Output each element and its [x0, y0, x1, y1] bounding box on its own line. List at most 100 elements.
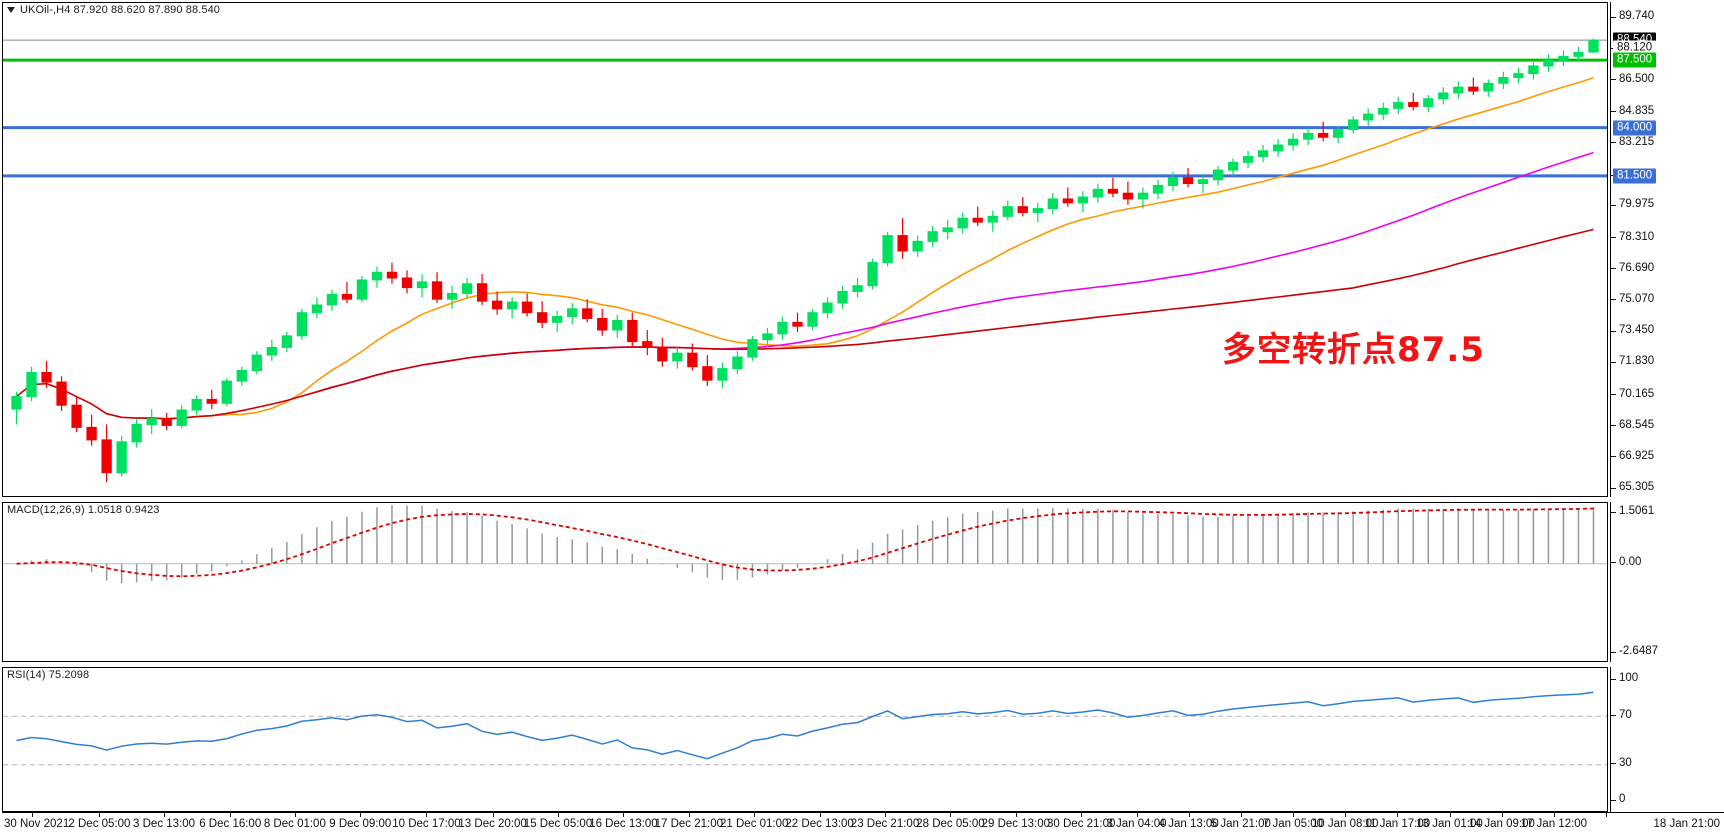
rsi-tick-label: 0 [1619, 793, 1626, 806]
price-tick-label: 65.305 [1619, 481, 1655, 494]
rsi-label: RSI(14) 75.2098 [7, 669, 90, 681]
candle-body [702, 366, 713, 381]
candle-body [1227, 161, 1239, 171]
candle-body [206, 398, 217, 404]
price-tick-label: 73.450 [1619, 324, 1655, 337]
time-axis[interactable]: 30 Nov 2021 2 Dec 05:00 3 Dec 13:00 6 Dec 1… [2, 812, 1724, 838]
price-tag-blue: 84.000 [1613, 120, 1657, 136]
candle-body [987, 215, 998, 223]
candle-body [101, 439, 112, 474]
candle-body [1002, 206, 1013, 217]
candle-body [687, 352, 698, 368]
candle-body [1092, 188, 1104, 198]
time-tick-label: 29 Dec 13:00 [981, 818, 1051, 830]
candle-body [1302, 132, 1314, 140]
candle-body [86, 426, 97, 441]
candle-body [912, 240, 923, 252]
candle-body [792, 321, 803, 327]
candle-body [942, 227, 953, 233]
macd-histogram [15, 505, 1595, 584]
price-tick-label: 79.975 [1619, 198, 1655, 211]
price-tick-label: 70.165 [1619, 387, 1655, 400]
candle-body [1588, 39, 1599, 53]
candle-body [1558, 55, 1569, 61]
candle-body [461, 283, 473, 294]
macd-signal-line [16, 507, 1594, 578]
ma-slow [16, 228, 1594, 420]
time-tick-label: 13 Jan 01:00 [1416, 818, 1483, 830]
candle-body [1513, 73, 1524, 79]
rsi-scale: 100 70 30 0 [1610, 667, 1724, 812]
candle-body [1047, 198, 1058, 210]
candle-body [1077, 196, 1088, 204]
triangle-down-icon[interactable] [7, 7, 15, 13]
candle-body [1152, 184, 1164, 194]
candle-body [567, 308, 578, 318]
time-tick-mark [950, 813, 952, 817]
candle-body [56, 381, 67, 406]
candle-body [762, 333, 773, 341]
candle-body [852, 285, 863, 292]
time-tick-mark [1606, 813, 1607, 817]
time-tick-mark [1345, 813, 1347, 817]
time-tick-mark [558, 813, 560, 817]
price-tick-label: 66.925 [1619, 450, 1655, 463]
candle-body [236, 370, 247, 382]
candle-body [672, 352, 683, 362]
time-tick-mark [360, 813, 362, 817]
chart-annotation: 多空转折点87.5 [1222, 330, 1485, 370]
time-tick-mark [1015, 813, 1017, 817]
time-tick-label: 11 Jan 17:00 [1364, 818, 1431, 830]
price-scale[interactable]: 89.740 88.120 86.500 84.835 83.215 81.500 79.9… [1610, 2, 1724, 497]
rsi-panel[interactable]: RSI(14) 75.2098 [2, 667, 1608, 812]
time-tick-label: 10 Dec 17:00 [392, 818, 461, 830]
candle-body [972, 217, 983, 223]
candle-body [296, 312, 308, 337]
rsi-tick-label: 30 [1619, 756, 1632, 769]
time-tick-label: 18 Jan 21:00 [1653, 818, 1720, 830]
time-tick-mark [1240, 813, 1242, 817]
candle-body [522, 301, 533, 314]
candle-body [552, 316, 563, 323]
candle-body [1212, 169, 1224, 181]
candle-body [1423, 98, 1434, 107]
price-tick-label: 89.740 [1619, 10, 1655, 23]
candle-body [1137, 192, 1149, 200]
candle-body [26, 371, 37, 398]
time-tick-mark [492, 813, 494, 817]
time-tick-mark [1081, 813, 1083, 817]
price-tick-label: 76.690 [1619, 261, 1655, 274]
time-tick-mark [426, 813, 428, 817]
symbol-ohlc-label: UKOil-,H4 87.920 88.620 87.890 88.540 [20, 4, 221, 16]
price-chart-panel[interactable]: UKOil-,H4 87.920 88.620 87.890 88.540 [2, 2, 1608, 497]
candle-body [1498, 77, 1509, 84]
price-tick-label: 78.310 [1619, 230, 1655, 243]
time-tick-mark [623, 813, 625, 817]
candle-body [1378, 107, 1389, 115]
rsi-tick-label: 70 [1619, 708, 1632, 721]
rsi-plot [3, 691, 1607, 766]
macd-panel[interactable]: MACD(12,26,9) 1.0518 0.9423 [2, 502, 1608, 662]
candle-body [537, 312, 548, 323]
macd-scale: 1.5061 0.00 -2.6487 [1610, 502, 1724, 662]
time-tick-label: 10 Jan 08:00 [1311, 818, 1379, 830]
candle-body [11, 396, 22, 410]
candle-body [1197, 179, 1209, 185]
candle-body [266, 346, 277, 356]
candle-body [807, 312, 818, 327]
time-tick-label: 13 Dec 20:00 [458, 818, 527, 830]
candle-body [1573, 51, 1584, 57]
price-tag-blue: 81.500 [1613, 168, 1657, 184]
candle-body [612, 319, 623, 331]
symbol-header: UKOil-,H4 87.920 88.620 87.890 88.540 [7, 4, 220, 16]
macd-tick-label: 1.5061 [1619, 505, 1655, 518]
candle-body [1107, 188, 1119, 194]
time-tick-label: 2 Dec 05:00 [68, 818, 131, 830]
candle-body [281, 335, 293, 348]
candle-body [1348, 119, 1359, 131]
candle-body [1032, 208, 1043, 213]
time-tick-mark [1293, 813, 1294, 817]
candle-body [446, 292, 458, 300]
rsi-line [16, 691, 1594, 760]
candle-body [1453, 86, 1464, 94]
